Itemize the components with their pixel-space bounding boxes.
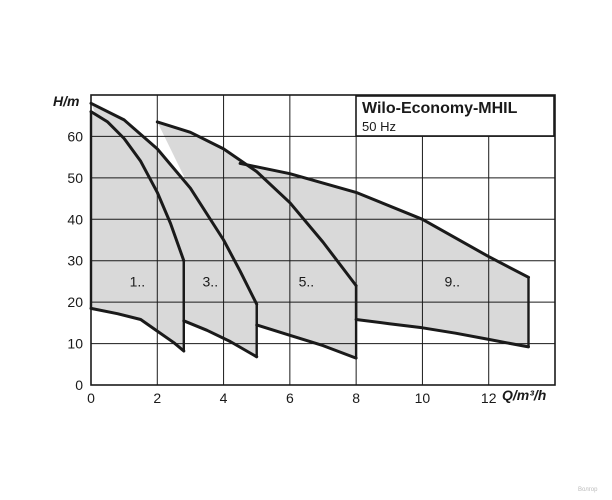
- y-tick-label: 50: [67, 170, 83, 186]
- y-tick-label: 10: [67, 336, 83, 352]
- x-tick-label: 12: [481, 390, 497, 406]
- region-label-2: 3..: [203, 273, 219, 289]
- region-label-4: 9..: [444, 273, 460, 289]
- y-tick-label: 30: [67, 253, 83, 269]
- y-tick-label: 0: [75, 377, 83, 393]
- tick-labels: 0 2 4 6 8 10 12 0 10 20 30 40 50 60: [67, 128, 496, 406]
- pump-curves: [89, 101, 530, 360]
- chart-title: Wilo-Economy-MHIL: [362, 100, 518, 117]
- region-fill-4: [240, 163, 529, 347]
- region-3-top-curve: [155, 120, 358, 288]
- y-tick-label: 60: [67, 128, 83, 144]
- region-fill-1: [91, 111, 184, 351]
- watermark: Волгор: [578, 487, 598, 493]
- region-2-top-curve: [89, 101, 259, 306]
- x-tick-label: 0: [87, 390, 95, 406]
- x-axis-label: Q/m³/h: [502, 387, 546, 403]
- x-tick-label: 2: [153, 390, 161, 406]
- region-fill-3: [157, 121, 357, 359]
- region-label-1: 1..: [130, 273, 146, 289]
- y-tick-label: 40: [67, 211, 83, 227]
- x-tick-label: 8: [352, 390, 360, 406]
- region-3-bottom-curve: [255, 323, 358, 360]
- region-1-bottom-curve: [89, 306, 186, 353]
- y-tick-label: 20: [67, 294, 83, 310]
- region-4-top-curve: [238, 161, 530, 279]
- y-axis-label: H/m: [53, 93, 79, 109]
- region-4-bottom-curve: [354, 318, 530, 349]
- chart-subtitle: 50 Hz: [362, 119, 396, 134]
- title-box: [355, 95, 555, 137]
- x-tick-label: 10: [415, 390, 431, 406]
- region-label-3: 5..: [299, 273, 315, 289]
- x-tick-label: 6: [286, 390, 294, 406]
- region-2-bottom-curve: [182, 319, 259, 359]
- x-tick-label: 4: [220, 390, 228, 406]
- region-1-top-curve: [89, 110, 186, 263]
- region-labels: 1.. 3.. 5.. 9..: [130, 273, 460, 289]
